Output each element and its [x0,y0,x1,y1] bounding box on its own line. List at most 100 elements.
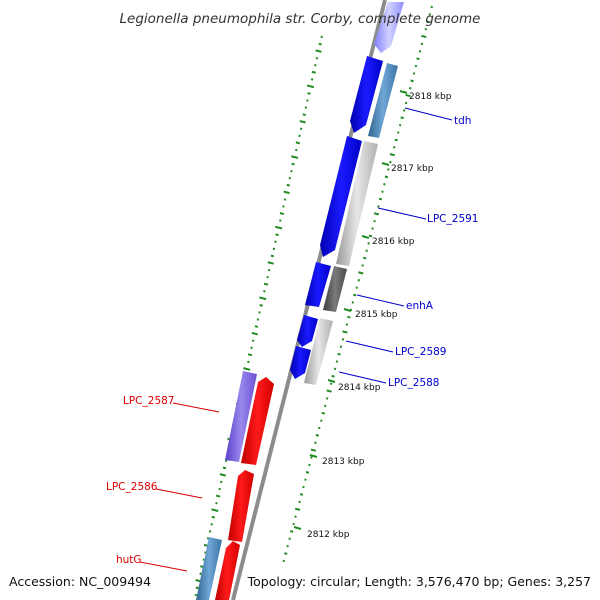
gc-dot [267,261,274,265]
gc-dot [397,131,400,134]
label-leader [338,371,387,384]
gc-dot [318,426,321,430]
gc-dot [259,296,267,301]
tick-mark [293,526,302,530]
gc-dot [315,49,322,53]
gc-dot [247,360,250,364]
gc-dot [243,367,251,371]
gc-dot [404,101,408,105]
gc-dot [219,473,227,477]
gc-dot [295,141,301,145]
cds-arrow-lpc2588[interactable] [290,346,311,379]
cds-arrow-lpc2589[interactable] [297,315,318,347]
gc-dot [320,419,323,422]
gc-dot [377,205,380,208]
tick-mark [309,454,318,458]
gc-dot [421,34,427,39]
forward-cds-track [290,2,404,379]
cds-arrow-hutg[interactable] [215,541,240,600]
cds-arrow-top-faded[interactable] [374,2,404,53]
gene-label-enha[interactable]: enhA [406,300,434,312]
cds-arrow-lpc2591[interactable] [320,136,362,257]
gc-dot [314,441,317,444]
gc-dot [299,493,304,496]
gc-dot [286,544,289,548]
gc-dot [286,183,290,187]
tick-mark [361,235,370,239]
gc-dot [211,508,219,512]
gc-dot [418,50,422,53]
gc-dot [320,35,323,39]
tick-label: 2815 kbp [355,310,398,320]
reverse-cog-track [196,371,257,600]
cds-arrow-lpc2587[interactable] [241,377,274,465]
gc-dot [414,64,418,68]
tick-label: 2813 kbp [322,457,365,467]
gc-dot [302,113,306,117]
gc-dot [373,212,380,216]
label-leader [345,340,394,353]
gc-dot [251,339,255,342]
gc-dot [194,593,197,597]
cog-lpc2589 [304,318,333,385]
gc-dot [337,352,341,356]
gc-dot [347,315,351,319]
cog-enha [323,266,347,312]
gene-label-lpc2591[interactable]: LPC_2591 [427,213,479,225]
gc-dot [393,146,396,149]
cog-hutg [196,537,222,600]
gc-dot [295,148,298,152]
gc-dot [307,92,311,95]
gc-dot [339,345,343,348]
gc-dot [326,389,332,393]
gc-dot [294,507,301,511]
gc-dot [387,168,390,171]
gc-dot [410,79,414,83]
gc-dot [274,240,277,243]
gene-label-lpc2586[interactable]: LPC_2586 [106,481,158,493]
accession-label: Accession: NC_009494 [9,574,151,589]
reverse-gene-labels: LPC_2587 LPC_2586 hutG [106,395,220,572]
gc-dot [270,254,275,258]
cds-arrow-enha[interactable] [305,262,331,307]
gc-dot [398,123,402,127]
gc-dot [325,397,329,400]
gc-dot [298,500,301,504]
gc-dot [402,109,406,112]
gc-dot [408,87,412,90]
gc-dot [304,106,308,109]
label-leader [155,488,203,499]
gc-dot [424,27,428,31]
cog-lpc2591 [336,141,378,266]
gene-label-lpc2588[interactable]: LPC_2588 [388,377,440,389]
gc-dot [367,242,370,245]
gc-dot [256,318,260,321]
gc-dot [220,480,223,484]
topology-summary: Topology: circular; Length: 3,576,470 bp… [247,574,591,589]
gc-dot [394,138,398,142]
gc-dot [310,78,314,81]
gc-dot [218,487,221,491]
gc-dot [405,93,411,98]
gene-label-lpc2587[interactable]: LPC_2587 [123,395,175,407]
gc-dot [250,346,253,349]
gc-dot [430,5,433,9]
gene-label-tdh[interactable]: tdh [454,115,471,127]
gc-dot [306,99,309,102]
tick-label: 2818 kbp [409,92,452,102]
gc-dot [329,382,333,385]
cds-arrow-tdh[interactable] [350,56,383,133]
gc-dot [355,286,358,289]
reverse-cds-track [215,377,274,600]
gene-label-hutg[interactable]: hutG [116,554,142,566]
gc-dot [299,120,306,124]
gc-dot [302,485,305,489]
gc-dot [275,225,283,230]
gc-dot [389,153,395,157]
gc-dot [199,572,202,575]
label-leader [404,107,453,121]
tick-mark [343,308,352,312]
cds-arrow-lpc2586[interactable] [228,470,254,542]
gene-label-lpc2589[interactable]: LPC_2589 [395,346,447,358]
forward-cog-track [304,63,398,385]
